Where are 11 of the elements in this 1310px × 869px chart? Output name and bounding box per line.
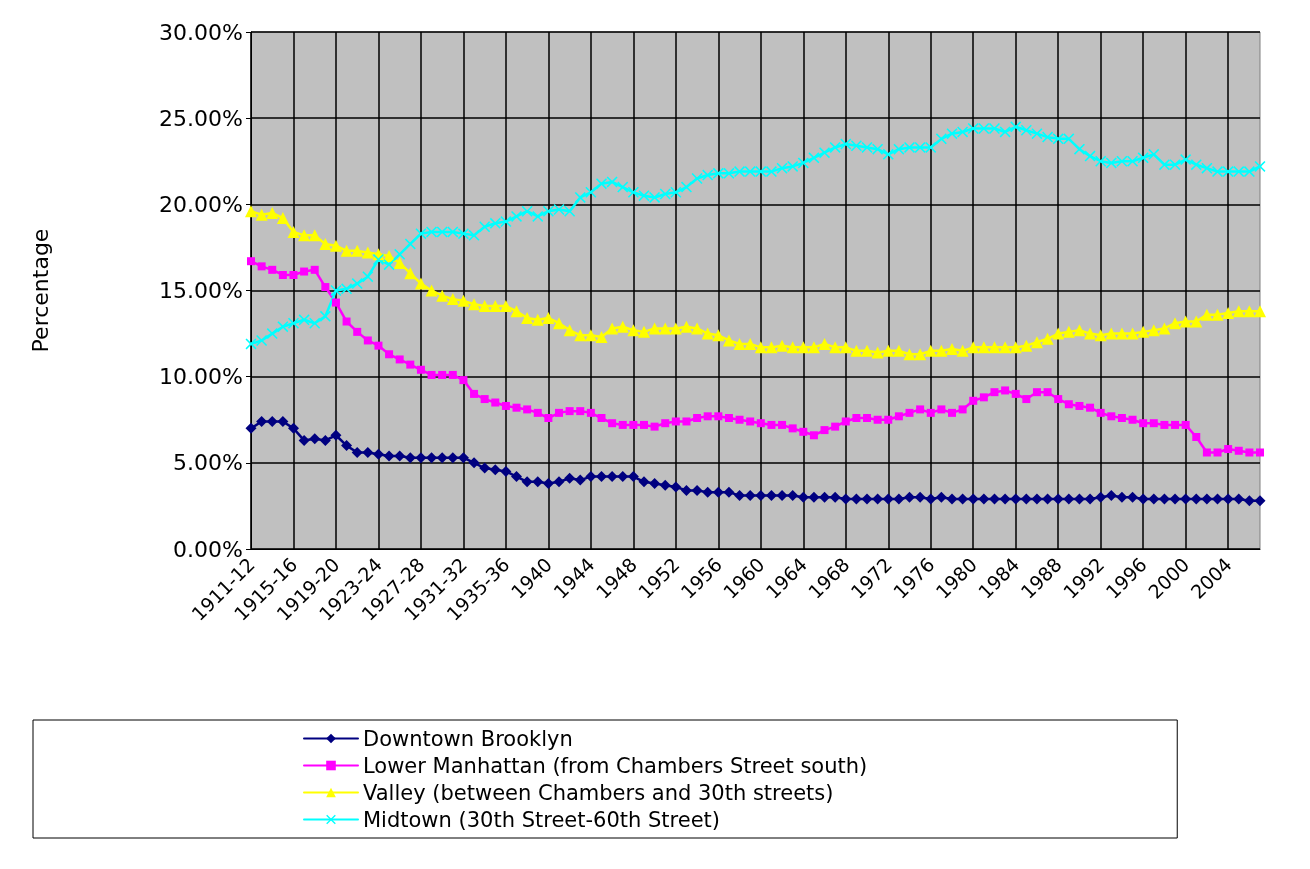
y-axis-title: Percentage: [27, 228, 53, 353]
y-tick-label: 25.00%: [159, 105, 243, 131]
legend-label: Downtown Brooklyn: [363, 726, 573, 751]
y-tick-label: 10.00%: [159, 364, 243, 390]
y-tick-label: 15.00%: [159, 278, 243, 303]
legend-label: Midtown (30th Street-60th Street): [363, 807, 720, 832]
y-tick-label: 30.00%: [159, 19, 243, 45]
y-tick-label: 5.00%: [173, 450, 243, 476]
y-tick-label: 20.00%: [159, 191, 243, 217]
legend-label: Lower Manhattan (from Chambers Street south): [363, 753, 868, 778]
legend-label: Valley (between Chambers and 30th streets): [363, 780, 834, 805]
